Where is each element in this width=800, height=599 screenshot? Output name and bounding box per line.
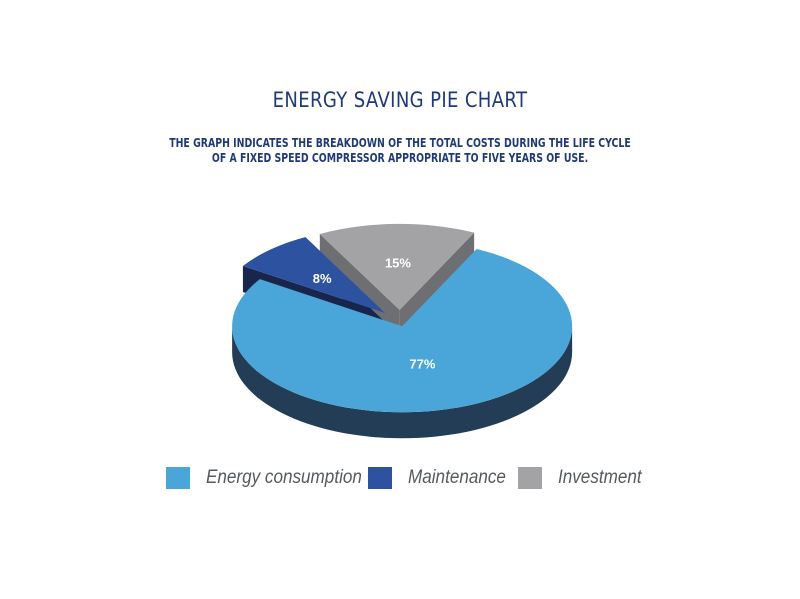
legend-label-investment: Investment (558, 467, 642, 488)
legend-swatch-maintenance (368, 467, 392, 489)
legend-item-energy-consumption: Energy consumption (166, 462, 379, 494)
legend-swatch-energy-consumption (166, 467, 190, 489)
chart-subtitle: THE GRAPH INDICATES THE BREAKDOWN OF THE… (88, 136, 712, 166)
legend-label-maintenance: Maintenance (408, 467, 506, 488)
subtitle-line-2: OF A FIXED SPEED COMPRESSOR APPROPRIATE … (211, 151, 589, 165)
pie-slice-maintenance (242, 237, 386, 314)
pie-labels: 77% 8% 15% (313, 256, 436, 372)
pie-label-maintenance: 8% (313, 271, 332, 286)
subtitle-line-1: THE GRAPH INDICATES THE BREAKDOWN OF THE… (169, 136, 631, 150)
legend-label-energy-consumption: Energy consumption (206, 467, 362, 488)
pie-slice-side-energy-consumption (232, 326, 573, 439)
pie-slice-investment (319, 223, 475, 310)
pie-slice-energy-consumption (232, 248, 573, 413)
pie-label-energy-consumption: 77% (409, 357, 435, 372)
legend-item-maintenance: Maintenance (368, 462, 517, 494)
legend-swatch-investment (518, 467, 542, 489)
chart-title: ENERGY SAVING PIE CHART (272, 88, 528, 112)
pie-tops (232, 223, 573, 413)
pie-label-investment: 15% (385, 256, 411, 271)
legend-item-investment: Investment (518, 462, 651, 494)
legend: Energy consumption Maintenance Investmen… (0, 462, 800, 502)
